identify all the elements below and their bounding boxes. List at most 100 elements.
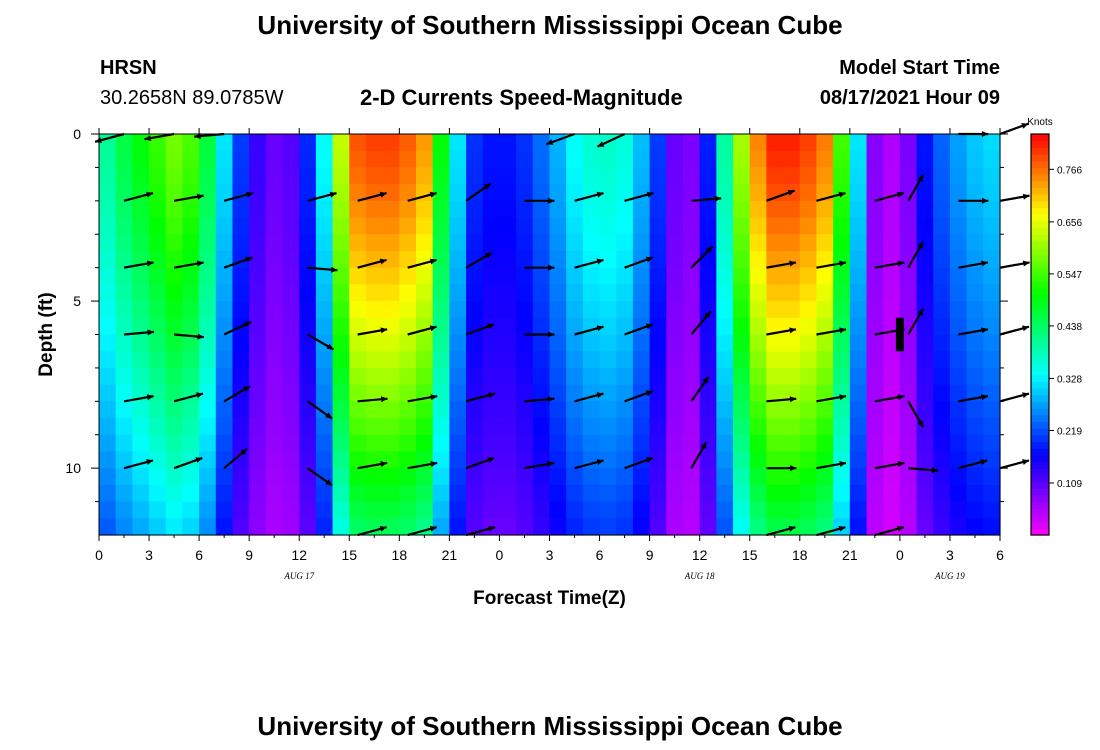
heatmap-cell	[549, 267, 567, 285]
heatmap-cell	[666, 367, 684, 386]
heatmap-cell	[532, 284, 551, 302]
heatmap-cell	[466, 301, 484, 319]
heatmap-cell	[299, 518, 317, 536]
heatmap-cell	[516, 234, 534, 252]
heatmap-cell	[432, 334, 450, 352]
heatmap-cell	[783, 401, 801, 419]
heatmap-cell	[783, 234, 801, 252]
heatmap-cell	[115, 200, 133, 219]
heatmap-cell	[482, 418, 501, 436]
heatmap-cell	[315, 518, 334, 536]
heatmap-cell	[849, 418, 868, 436]
heatmap-cell	[699, 518, 717, 536]
heatmap-cell	[682, 351, 701, 369]
heatmap-cell	[666, 200, 684, 219]
heatmap-cell	[466, 501, 484, 519]
colorbar-segment	[1031, 274, 1049, 282]
current-vector	[766, 327, 797, 336]
heatmap-cell	[949, 184, 968, 202]
heatmap-cell	[115, 234, 133, 252]
heatmap-cell	[566, 234, 584, 252]
heatmap-cell	[949, 267, 968, 285]
heatmap-cell	[883, 150, 901, 169]
heatmap-cell	[749, 518, 768, 536]
heatmap-cell	[549, 301, 567, 319]
heatmap-cell	[849, 217, 868, 235]
heatmap-cell	[666, 234, 684, 252]
heatmap-cell	[849, 200, 868, 219]
colorbar-segment	[1031, 167, 1049, 175]
heatmap-cell	[516, 317, 534, 336]
heatmap-cell	[532, 484, 551, 503]
heatmap-cell	[149, 301, 167, 319]
current-vector	[766, 525, 796, 537]
colorbar-segment	[1031, 220, 1049, 229]
heatmap-cell	[582, 200, 601, 219]
heatmap-cell	[833, 351, 851, 369]
heatmap-cell	[966, 167, 984, 185]
current-vector	[574, 325, 604, 336]
x-axis-title: Forecast Time(Z)	[473, 588, 626, 609]
heatmap-cell	[716, 267, 734, 285]
heatmap-cell	[199, 284, 217, 302]
heatmap-cell	[983, 451, 1001, 469]
heatmap-cell	[933, 317, 951, 336]
heatmap-cell	[682, 451, 701, 469]
heatmap-cell	[933, 351, 951, 369]
heatmap-cell	[983, 317, 1001, 336]
current-vector	[874, 525, 905, 537]
heatmap-cell	[365, 468, 384, 486]
heatmap-cell	[449, 167, 467, 185]
heatmap-cell	[716, 384, 734, 402]
heatmap-cell	[232, 401, 250, 419]
heatmap-cell	[416, 434, 434, 453]
heatmap-cell	[466, 200, 484, 219]
heatmap-cell	[666, 501, 684, 519]
heatmap-cell	[249, 284, 267, 302]
current-vector	[123, 191, 154, 202]
heatmap-cell	[382, 167, 400, 185]
heatmap-cell	[399, 401, 417, 419]
heatmap-cell	[299, 317, 317, 336]
heatmap-cell	[549, 317, 567, 336]
colorbar-segment	[1031, 160, 1049, 169]
heatmap-cell	[966, 334, 984, 352]
x-tick-label: 12	[291, 547, 307, 563]
heatmap-cell	[733, 167, 751, 185]
heatmap-cell	[933, 234, 951, 252]
heatmap-cell	[199, 334, 217, 352]
heatmap-cell	[249, 434, 267, 453]
heatmap-cell	[466, 468, 484, 486]
colorbar-segment	[1031, 267, 1049, 275]
heatmap-cell	[799, 200, 818, 219]
current-vector	[407, 394, 438, 403]
heatmap-cell	[866, 484, 884, 503]
heatmap-cell	[816, 351, 834, 369]
heatmap-cell	[182, 401, 200, 419]
heatmap-cell	[365, 301, 384, 319]
heatmap-cell	[499, 401, 517, 419]
heatmap-cell	[165, 217, 184, 235]
heatmap-cell	[199, 234, 217, 252]
heatmap-cell	[499, 451, 517, 469]
heatmap-cell	[816, 501, 834, 519]
current-vector	[465, 251, 493, 269]
current-vector	[908, 467, 939, 474]
current-vector	[123, 260, 154, 269]
heatmap-cell	[582, 418, 601, 436]
heatmap-cell	[532, 434, 551, 453]
heatmap-cell	[666, 451, 684, 469]
colorbar-segment	[1031, 194, 1049, 202]
heatmap-cell	[716, 367, 734, 386]
heatmap-cell	[482, 501, 501, 519]
heatmap-cell	[332, 184, 350, 202]
heatmap-cell	[332, 367, 350, 386]
current-vector	[999, 122, 1029, 136]
heatmap-cell	[165, 267, 184, 285]
heatmap-cell	[182, 301, 200, 319]
x-tick-label: 0	[896, 547, 904, 563]
heatmap-cell	[516, 167, 534, 185]
heatmap-cell	[416, 351, 434, 369]
heatmap-cell	[149, 518, 167, 536]
heatmap-cell	[949, 384, 968, 402]
